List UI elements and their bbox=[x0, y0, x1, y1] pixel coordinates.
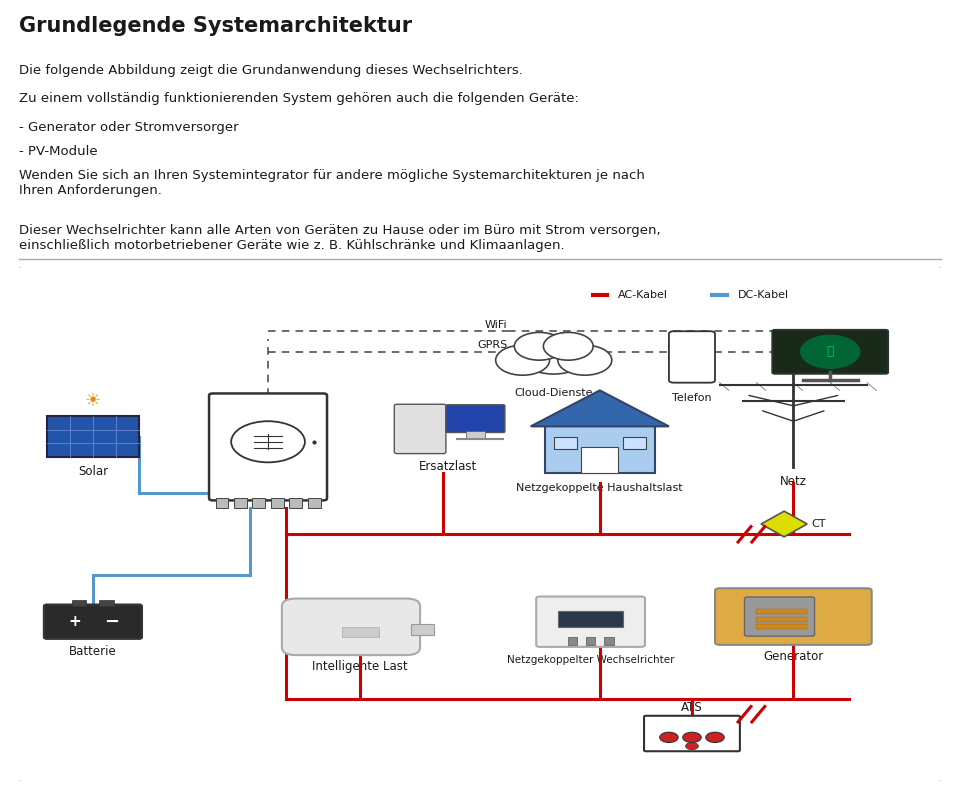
FancyBboxPatch shape bbox=[395, 404, 445, 453]
Bar bbox=[756, 624, 807, 630]
Text: Intelligente Last: Intelligente Last bbox=[312, 660, 408, 673]
Text: Grundlegende Systemarchitektur: Grundlegende Systemarchitektur bbox=[19, 16, 413, 36]
Polygon shape bbox=[761, 511, 807, 537]
Text: - Generator oder Stromversorger: - Generator oder Stromversorger bbox=[19, 121, 239, 134]
Circle shape bbox=[495, 345, 549, 375]
Text: ATS: ATS bbox=[681, 701, 703, 714]
Bar bbox=[234, 498, 247, 508]
Text: AC-Kabel: AC-Kabel bbox=[618, 290, 668, 300]
Text: −: − bbox=[104, 613, 119, 630]
Bar bbox=[582, 447, 618, 473]
FancyBboxPatch shape bbox=[715, 588, 872, 645]
Bar bbox=[467, 431, 485, 439]
Text: GPRS: GPRS bbox=[477, 340, 508, 350]
Bar bbox=[411, 624, 434, 634]
Bar bbox=[554, 437, 577, 450]
Bar bbox=[252, 498, 265, 508]
FancyBboxPatch shape bbox=[209, 394, 327, 501]
Text: - PV-Module: - PV-Module bbox=[19, 145, 98, 158]
FancyBboxPatch shape bbox=[16, 265, 944, 783]
Text: Dieser Wechselrichter kann alle Arten von Geräten zu Hause oder im Büro mit Stro: Dieser Wechselrichter kann alle Arten vo… bbox=[19, 224, 660, 252]
Bar bbox=[100, 600, 114, 607]
FancyBboxPatch shape bbox=[745, 597, 814, 636]
Text: 🗺: 🗺 bbox=[827, 345, 834, 359]
Bar bbox=[623, 437, 646, 450]
FancyBboxPatch shape bbox=[644, 716, 740, 752]
Text: Batterie: Batterie bbox=[69, 645, 117, 658]
Text: Solar: Solar bbox=[78, 465, 108, 478]
Text: Ersatzlast: Ersatzlast bbox=[419, 460, 477, 473]
Text: CT: CT bbox=[812, 519, 827, 529]
Bar bbox=[72, 600, 86, 607]
Circle shape bbox=[518, 335, 589, 374]
Text: Cloud-Dienste: Cloud-Dienste bbox=[515, 388, 593, 398]
Text: Netz: Netz bbox=[780, 475, 806, 489]
Circle shape bbox=[801, 336, 860, 368]
Circle shape bbox=[543, 332, 593, 360]
Bar bbox=[289, 498, 302, 508]
Bar bbox=[586, 637, 595, 645]
Circle shape bbox=[683, 732, 701, 743]
Circle shape bbox=[706, 732, 724, 743]
Bar bbox=[47, 416, 139, 457]
FancyBboxPatch shape bbox=[772, 330, 888, 374]
Bar bbox=[544, 426, 655, 473]
Bar bbox=[215, 498, 228, 508]
FancyBboxPatch shape bbox=[282, 599, 420, 655]
Bar bbox=[756, 609, 807, 614]
Circle shape bbox=[685, 743, 699, 750]
Text: Netzgekoppelte Haushaltslast: Netzgekoppelte Haushaltslast bbox=[516, 483, 684, 493]
Text: DC-Kabel: DC-Kabel bbox=[738, 290, 789, 300]
Bar bbox=[559, 611, 623, 626]
Text: +: + bbox=[68, 614, 81, 629]
FancyBboxPatch shape bbox=[537, 596, 645, 647]
Bar bbox=[307, 498, 321, 508]
Bar bbox=[271, 498, 284, 508]
Bar bbox=[756, 617, 807, 622]
Circle shape bbox=[515, 332, 564, 360]
Bar bbox=[605, 637, 613, 645]
Circle shape bbox=[660, 732, 678, 743]
FancyBboxPatch shape bbox=[669, 332, 715, 383]
Text: Wenden Sie sich an Ihren Systemintegrator für andere mögliche Systemarchitekture: Wenden Sie sich an Ihren Systemintegrato… bbox=[19, 169, 645, 197]
Text: ☀: ☀ bbox=[84, 391, 101, 410]
Text: Netzgekoppelter Wechselrichter: Netzgekoppelter Wechselrichter bbox=[507, 655, 674, 665]
Bar bbox=[342, 626, 378, 637]
FancyBboxPatch shape bbox=[445, 405, 505, 433]
Bar bbox=[567, 637, 577, 645]
Text: Telefon: Telefon bbox=[672, 393, 711, 403]
Polygon shape bbox=[531, 391, 669, 426]
Circle shape bbox=[558, 345, 612, 375]
Text: WiFi: WiFi bbox=[485, 320, 508, 330]
Text: Die folgende Abbildung zeigt die Grundanwendung dieses Wechselrichters.: Die folgende Abbildung zeigt die Grundan… bbox=[19, 64, 523, 77]
Text: Generator: Generator bbox=[763, 650, 824, 663]
FancyBboxPatch shape bbox=[44, 605, 142, 638]
Circle shape bbox=[231, 422, 305, 462]
Text: Zu einem vollständig funktionierenden System gehören auch die folgenden Geräte:: Zu einem vollständig funktionierenden Sy… bbox=[19, 92, 579, 105]
